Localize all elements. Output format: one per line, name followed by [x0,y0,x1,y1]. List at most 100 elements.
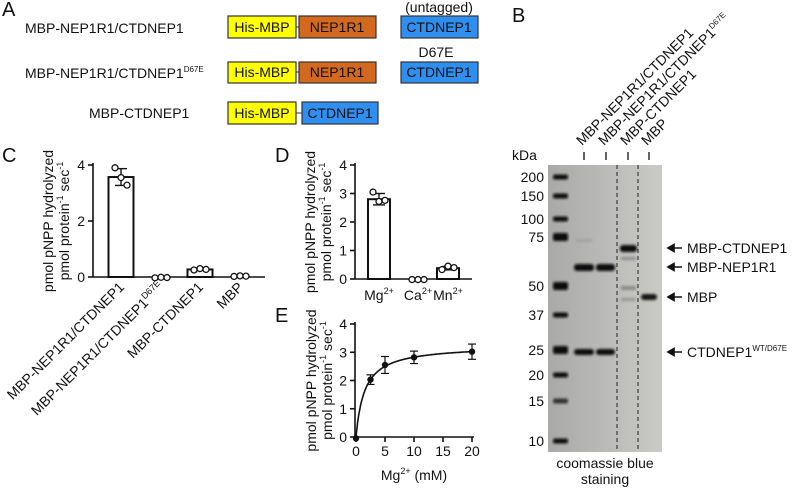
x-axis-label: Mg2+ (mM) [381,466,447,483]
data-point [381,196,389,204]
text-span: pmol protein [319,363,335,440]
his-mbp-label: His-MBP [234,64,289,80]
y-tick-label: 3 [339,186,347,202]
data-point [190,266,198,274]
text-span: D67E [707,10,728,31]
construct-row-2: MBP-NEP1R1/CTDNEP1D67E His-MBP NEP1R1 D6… [25,44,479,84]
text-span: 2+ [384,286,394,296]
panel-letter-c: C [2,145,16,167]
mutation-label: D67E [418,44,453,60]
band-label: CTDNEP1WT/D67E [687,344,787,360]
marker-label: 50 [528,278,544,294]
text-span: 2+ [422,286,432,296]
text-span: -1 [318,355,328,363]
fit-curve [355,350,472,438]
y-tick-label: 1 [339,243,347,259]
data-point [369,188,377,196]
ladder-band [553,438,568,444]
data-point [367,376,374,383]
marker-label: 200 [521,169,545,185]
data-point [117,173,125,182]
data-point [450,263,458,272]
band-mbp-ctdnep1 [620,245,637,252]
x-tick-label: 20 [464,443,480,459]
arrow-icon [666,292,682,302]
y-tick-label: 0 [339,429,347,445]
ladder-band [553,174,568,180]
panel-letter-b: B [512,5,525,27]
panel-letter-a: A [2,0,16,21]
arrow-icon [666,243,682,253]
data-point [375,197,383,206]
nep1r1-domain [298,15,377,39]
text-span: sec [319,329,335,355]
arrow-icon [666,262,682,272]
nep1r1-label: NEP1R1 [310,19,365,35]
data-point [468,348,476,355]
ctdnep1-label: CTDNEP1 [406,19,472,35]
text-span: -1 [55,162,65,170]
text-span: 2+ [400,466,410,476]
marker-label: 75 [528,229,544,245]
data-point [438,265,446,274]
marker-label: 20 [528,367,544,383]
gel-image [548,165,662,452]
text-span: -1 [318,321,328,329]
ladder-band [553,193,568,199]
data-point [352,435,360,442]
band-ctdnep1 [596,349,615,355]
marker-label: 25 [528,342,544,358]
text-span: Mn [433,287,452,303]
text-span: Mg [364,287,383,303]
y-tick-label: 2 [77,213,85,229]
x-tick-label: MBP [213,279,246,312]
band-label: MBP-CTDNEP1 [687,240,788,256]
marker-label: 37 [528,307,544,323]
construct-label: MBP-CTDNEP1 [89,105,190,121]
panel-letter-d: D [275,145,289,167]
band-faint [621,257,636,260]
band-label: MBP [687,289,717,305]
x-tick-label: 5 [381,443,389,459]
text-span: MBP-NEP1R1 [687,259,777,275]
y-axis-label-line2: pmol protein-1 sec-1 [317,163,334,282]
data-point [408,275,416,284]
data-point [163,273,171,282]
x-tick-label: 15 [435,443,451,459]
bar [367,198,391,280]
ctdnep1-label: CTDNEP1 [406,64,472,80]
ladder-band [553,372,568,378]
chart-d: pmol pNPP hydrolyzed pmol protein-1 sec-1… [302,151,472,303]
x-tick-label: 0 [352,443,360,459]
data-point [111,164,119,172]
bar [107,176,135,278]
band-ctdnep1 [574,349,594,355]
ladder-band [553,216,568,222]
text-span: sec [318,171,334,197]
band-faint [576,239,592,242]
his-mbp-label: His-MBP [234,105,289,121]
construct-label: MBP-NEP1R1/CTDNEP1 [25,20,184,36]
y-tick-label: 2 [339,214,347,230]
band-faint [621,286,636,290]
data-point [381,361,389,369]
y-tick-label: 4 [339,316,347,332]
y-axis-label-line1: pmol pNPP hydrolyzed [302,151,318,293]
x-tick-label-sup: D67E [139,278,162,301]
marker-label: 15 [528,393,544,409]
text-span: MBP-CTDNEP1 [687,240,788,256]
nep1r1-domain [298,61,377,84]
construct-label: MBP-NEP1R1/CTDNEP1D67E [25,65,204,81]
construct-row-3: MBP-CTDNEP1 His-MBP CTDNEP1 [89,101,379,125]
ladder-band [553,282,568,290]
y-tick-label: 1 [339,401,347,417]
gel-caption: coomassie blue [556,455,653,471]
arrow-icon [666,347,682,357]
nep1r1-label: NEP1R1 [310,64,365,80]
band-mbp-nep1r1 [596,264,615,271]
y-tick-label: 0 [77,269,85,285]
his-mbp-label: His-MBP [234,19,289,35]
text-span: -1 [55,195,65,203]
gel-caption: staining [581,471,629,487]
